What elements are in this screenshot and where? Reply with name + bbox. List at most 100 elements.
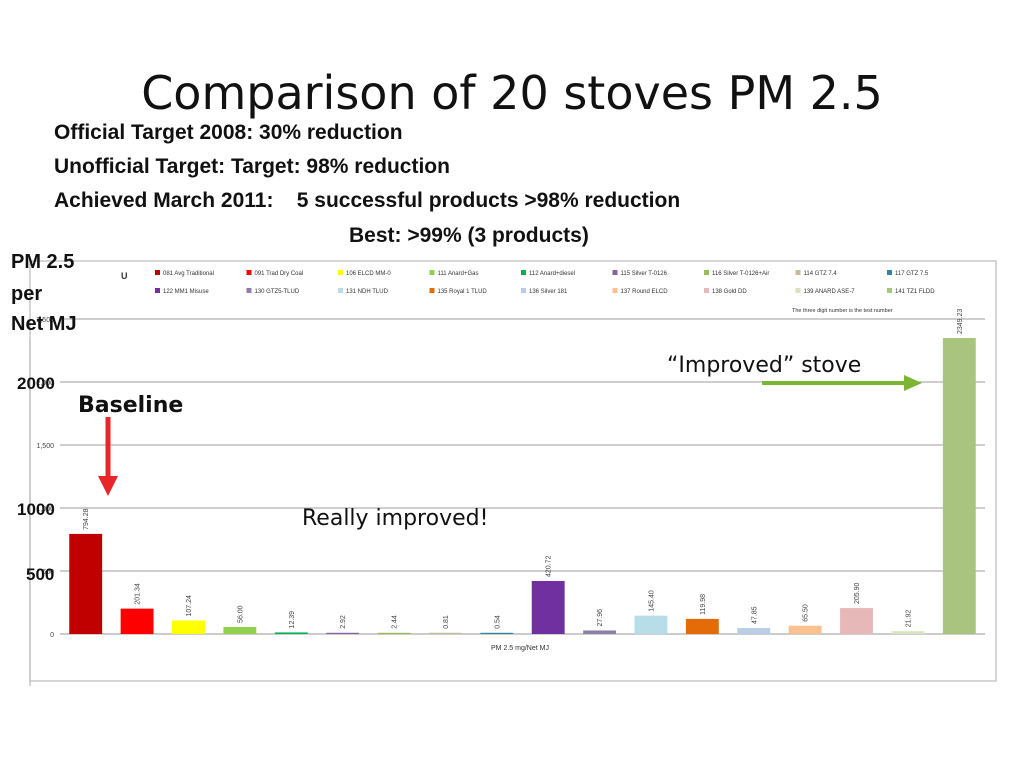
legend-swatch	[795, 288, 801, 293]
legend-label: 141 TZ1 FLDD	[895, 289, 935, 295]
official-target-text: Official Target 2008: 30% reduction	[54, 121, 403, 144]
y-axis-label-line-1: PM 2.5	[11, 251, 75, 273]
improved-arrow	[762, 375, 922, 391]
data-label: 794.28	[83, 508, 90, 530]
data-label: 0.81	[443, 615, 450, 629]
legend-label: 139 ANARD ASE-7	[804, 289, 856, 295]
bar	[891, 631, 925, 634]
bars	[69, 337, 976, 634]
improved-stove-annotation: “Improved” stove	[667, 353, 862, 378]
unofficial-target-text: Unofficial Target: Target: 98% reduction	[54, 155, 450, 178]
legend-swatch	[704, 270, 709, 275]
data-label: 65.50	[803, 604, 810, 622]
legend-swatch	[795, 270, 801, 275]
data-labels: 794.28 201.34 107.24 56.00 12.39 2.92 2.44 0.81…	[83, 309, 964, 629]
legend-swatch	[338, 270, 343, 275]
bar	[274, 632, 308, 634]
legend-label: 116 Silver T-0126+Air	[712, 271, 769, 277]
legend-label: 112 Anard+diesel	[529, 271, 575, 277]
really-improved-annotation: Really improved!	[302, 506, 489, 531]
legend-label: 115 Silver T-0126	[621, 271, 668, 277]
legend-label: 122 MM1 Misuse	[163, 289, 209, 295]
legend-label: 136 Silver 181	[529, 289, 568, 295]
bar	[428, 632, 462, 634]
legend-label: 111 Anard+Gas	[438, 271, 479, 277]
data-label: 119.98	[700, 594, 707, 615]
bar	[223, 626, 257, 634]
legend-label: 130 GTZ5-TLUD	[255, 289, 300, 295]
bar	[69, 533, 103, 634]
overlay-tick-1000: 1000	[17, 500, 55, 519]
data-label: 2.92	[340, 615, 347, 629]
y-tick-label: 1,500	[36, 443, 54, 450]
legend-label: 135 Royal 1 TLUD	[438, 289, 488, 295]
legend-label: 114 GTZ 7.4	[804, 271, 838, 277]
legend-swatch	[521, 270, 526, 275]
legend-swatch	[338, 288, 343, 293]
legend-swatch	[521, 288, 526, 293]
legend-swatch	[612, 270, 618, 275]
bar	[737, 627, 771, 634]
partial-title-fragment: U	[121, 271, 128, 281]
y-tick-labels: 0 500 1,000 1,500 2,000 2,500	[36, 317, 54, 639]
data-label: 12.39	[289, 611, 296, 629]
legend-swatch	[246, 270, 252, 275]
legend-label: 138 Gold DD	[712, 289, 747, 295]
legend-swatch	[155, 270, 160, 275]
y-axis-label-line-3: Net MJ	[11, 313, 77, 335]
bar	[583, 630, 617, 634]
achieved-text: Achieved March 2011: 5 successful produc…	[54, 189, 681, 212]
bar	[685, 618, 719, 634]
data-label: 145.40	[648, 590, 655, 612]
chart-frame	[29, 260, 997, 682]
data-label: 47.85	[751, 606, 758, 624]
y-tick-label: 2,000	[36, 380, 54, 387]
bar	[172, 620, 205, 634]
legend-swatch	[887, 288, 892, 293]
legend-swatch	[887, 270, 892, 275]
data-label: 107.24	[186, 595, 193, 617]
x-axis-title: PM 2.5 mg/Net MJ	[491, 645, 549, 652]
legend-label: 131 NDH TLUD	[346, 289, 389, 295]
y-axis-label-line-2: per	[11, 283, 43, 305]
bar	[377, 632, 411, 634]
gridlines	[60, 318, 985, 635]
legend: 081 Avg Traditional 091 Trad Dry Coal 106 …	[155, 270, 935, 295]
legend-label: 091 Trad Dry Coal	[255, 271, 304, 277]
legend-swatch	[429, 288, 435, 293]
bar	[788, 625, 822, 634]
legend-label: 081 Avg Traditional	[163, 271, 214, 277]
bar	[840, 608, 873, 634]
data-label: 205.90	[854, 583, 861, 605]
bar	[634, 615, 668, 634]
bar	[531, 580, 565, 634]
slide-title: Comparison of 20 stoves PM 2.5	[141, 66, 883, 120]
legend-swatch	[429, 270, 435, 275]
y-tick-label: 0	[50, 632, 54, 639]
legend-swatch	[246, 288, 252, 293]
overlay-tick-2000: 2000	[17, 374, 55, 393]
legend-swatch	[612, 288, 618, 293]
chart-note: The three digit number is the test numbe…	[792, 308, 893, 314]
y-tick-label: 500	[42, 569, 54, 576]
legend-swatch	[704, 288, 709, 293]
legend-label: 117 GTZ 7.5	[895, 271, 929, 277]
y-tick-label: 2,500	[36, 317, 54, 324]
data-label: 420.72	[546, 555, 553, 577]
bar	[480, 632, 514, 634]
bar	[326, 632, 360, 634]
legend-swatch	[155, 288, 160, 293]
best-text: Best: >99% (3 products)	[349, 224, 589, 247]
data-label: 2349.23	[957, 309, 964, 334]
baseline-annotation: Baseline	[78, 393, 184, 418]
data-label: 0.54	[494, 615, 501, 629]
legend-label: 137 Round ELCD	[621, 289, 669, 295]
y-tick-label: 1,000	[36, 506, 54, 513]
data-label: 21.92	[905, 610, 912, 628]
legend-label: 106 ELCD MM-0	[346, 271, 391, 277]
data-label: 27.96	[597, 609, 604, 627]
bar	[942, 337, 976, 634]
bar	[120, 608, 154, 634]
baseline-arrow	[98, 417, 118, 496]
